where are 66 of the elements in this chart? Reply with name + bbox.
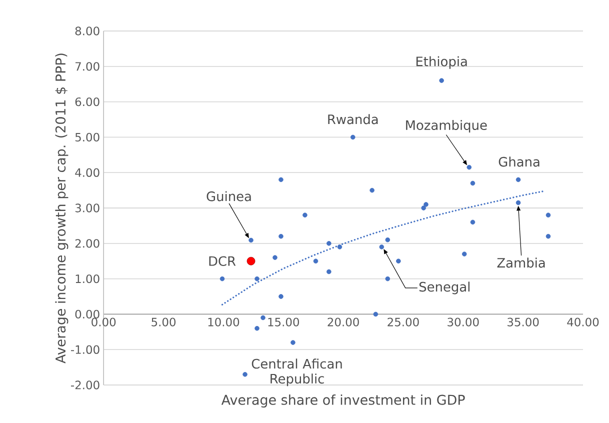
x-tick-label: 30.00 xyxy=(448,318,479,326)
y-tick-label: 1.00 xyxy=(76,274,100,284)
point xyxy=(278,294,284,299)
point xyxy=(350,134,356,140)
point xyxy=(220,276,225,282)
point xyxy=(546,212,551,218)
point xyxy=(254,326,260,331)
point xyxy=(337,244,342,250)
annotation: Ethiopia xyxy=(416,56,467,69)
point xyxy=(421,206,426,210)
point xyxy=(313,258,318,264)
point xyxy=(546,234,551,239)
point xyxy=(379,244,384,250)
point xyxy=(326,269,332,274)
annotation: Rwanda xyxy=(328,114,378,124)
point xyxy=(242,372,248,377)
y-tick-label: 7.00 xyxy=(76,62,100,71)
point xyxy=(260,315,266,320)
annotation: Mozambique xyxy=(406,120,487,133)
point xyxy=(326,241,332,246)
point xyxy=(248,238,254,243)
annotation: Ghana xyxy=(498,156,540,167)
point xyxy=(516,200,521,206)
annotation: Zambia xyxy=(497,258,545,268)
x-tick-label: 20.00 xyxy=(328,318,359,326)
y-tick-label: 0.00 xyxy=(75,310,100,319)
x-tick-label: 5.00 xyxy=(152,318,176,326)
point xyxy=(466,164,472,170)
y-tick-label: -1.00 xyxy=(71,345,100,354)
y-tick-label: 6.00 xyxy=(75,97,100,106)
point xyxy=(278,177,284,182)
x-tick-label: 10.00 xyxy=(208,318,240,326)
point xyxy=(462,252,467,256)
point xyxy=(439,78,444,83)
point xyxy=(385,276,390,282)
point xyxy=(424,202,428,207)
x-tick-label: 40.00 xyxy=(567,318,599,326)
point xyxy=(373,312,378,317)
y-tick-label: -2.00 xyxy=(71,380,100,390)
point xyxy=(290,340,296,345)
point xyxy=(516,177,521,182)
y-tick-label: 4.00 xyxy=(75,168,100,177)
annotation: DCR xyxy=(209,256,236,266)
annotation: Central Afican Republic xyxy=(252,358,342,386)
y-tick-label: 5.00 xyxy=(75,132,100,142)
y-tick-label: 3.00 xyxy=(75,204,100,212)
y-tick-label: 2.00 xyxy=(75,239,100,248)
x-tick-label: 0.00 xyxy=(92,318,116,326)
point xyxy=(470,220,476,225)
annotation: Senegal xyxy=(419,282,470,294)
point xyxy=(396,258,401,264)
point xyxy=(385,237,390,242)
annotation: Guinea xyxy=(206,191,251,202)
x-tick-label: 25.00 xyxy=(388,318,419,326)
y-axis-title: Average income growth per cap. (2011 $ PPP) xyxy=(55,54,68,364)
point xyxy=(272,255,278,260)
point xyxy=(278,234,284,239)
y-tick-label: 8.00 xyxy=(75,26,100,36)
point xyxy=(470,180,476,186)
x-axis-title: Average share of investment in GDP xyxy=(221,394,465,408)
point xyxy=(254,276,260,282)
point xyxy=(246,256,256,266)
point xyxy=(302,212,308,218)
point xyxy=(370,188,374,193)
x-tick-label: 15.00 xyxy=(268,318,300,326)
x-tick-label: 35.00 xyxy=(508,318,539,326)
